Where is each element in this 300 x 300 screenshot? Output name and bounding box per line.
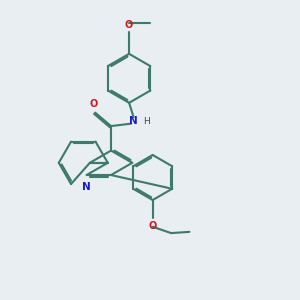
Text: O: O	[89, 99, 98, 109]
Text: O: O	[148, 221, 157, 231]
Text: N: N	[129, 116, 138, 126]
Text: O: O	[125, 20, 133, 30]
Text: H: H	[143, 117, 150, 126]
Text: N: N	[82, 182, 91, 192]
